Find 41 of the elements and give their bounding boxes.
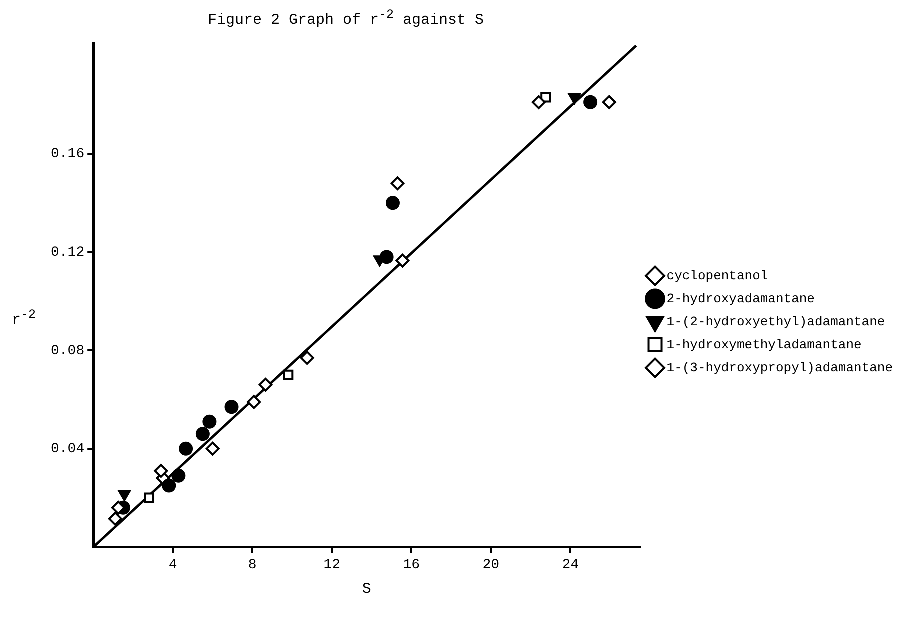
point: [206, 442, 220, 456]
chart-title: Figure 2 Graph of r$^{-2}$ against S: [207, 8, 486, 31]
x-tick-label: 8: [248, 557, 257, 574]
point: [532, 95, 546, 110]
point: [386, 196, 400, 210]
point: [584, 95, 598, 110]
point: [196, 427, 210, 442]
x-tick-label: 4: [168, 557, 178, 574]
point: [247, 395, 262, 410]
point: [118, 490, 131, 502]
legend-label: 1-(3-hydroxypropyl)adamantane: [666, 360, 894, 376]
point: [162, 478, 176, 493]
point: [144, 492, 155, 504]
x-axis-title: S: [362, 580, 372, 598]
x-tick-label: 20: [482, 557, 500, 574]
x-tick-label: 12: [324, 557, 341, 574]
point: [202, 414, 217, 429]
point: [568, 93, 581, 104]
point: [154, 464, 168, 478]
x-tick-label: 24: [562, 557, 580, 574]
point: [283, 370, 294, 380]
y-tick-label: 0.08: [50, 343, 85, 360]
y-tick-label: 0.16: [50, 146, 85, 163]
point: [390, 176, 405, 190]
legend-label: 1-hydroxymethyladamantane: [666, 337, 862, 352]
legend-label: cyclopentanol: [666, 268, 768, 284]
point: [179, 442, 194, 456]
x-tick-label: 16: [403, 557, 420, 574]
point: [224, 400, 239, 414]
point: [172, 468, 186, 483]
point: [108, 512, 122, 526]
point: [396, 254, 410, 268]
y-tick-label: 0.12: [50, 244, 85, 261]
y-tick-label: 0.04: [50, 442, 85, 458]
y-axis-title: r$^{-2}$: [12, 308, 36, 329]
legend-label: 1-(2-hydroxyethyl)adamantane: [666, 314, 886, 330]
legend-label: 2-hydroxyadamantane: [666, 291, 815, 306]
point: [300, 350, 314, 365]
point: [380, 250, 394, 264]
point: [258, 378, 273, 392]
point: [602, 95, 616, 110]
